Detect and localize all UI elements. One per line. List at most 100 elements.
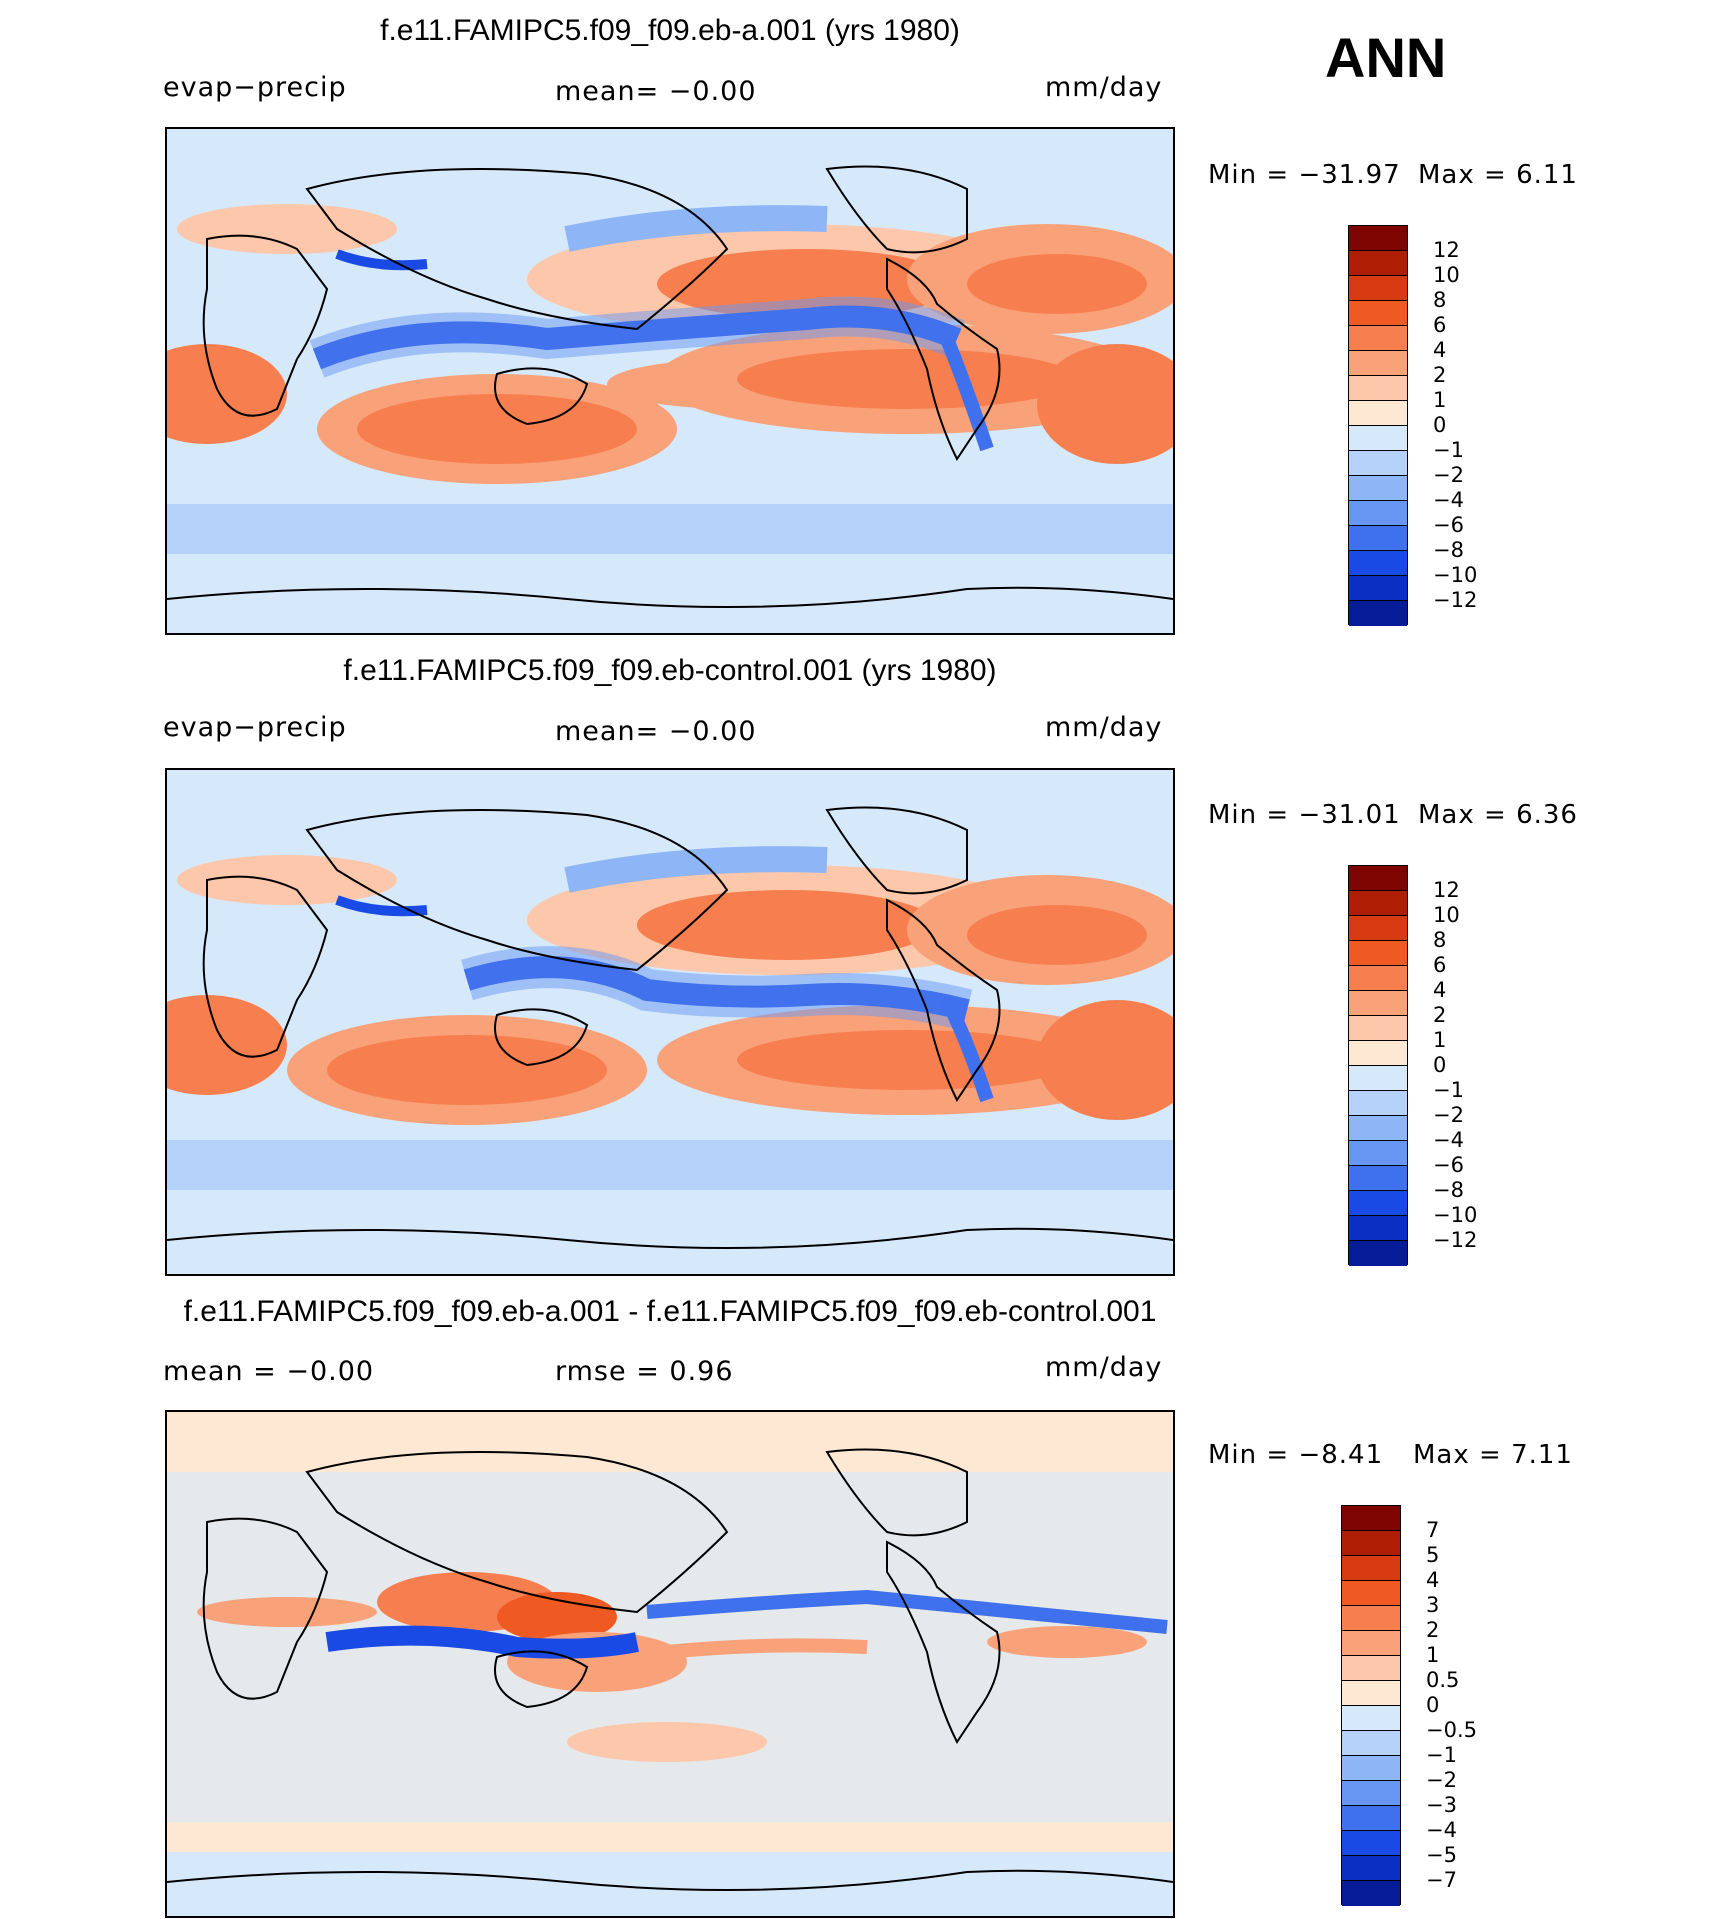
colorbar-swatch	[1349, 376, 1407, 401]
colorbar-tick-label: 2	[1433, 1003, 1447, 1027]
colorbar-tick-label: 4	[1433, 978, 1447, 1002]
panel-2-title: f.e11.FAMIPC5.f09_f09.eb-control.001 (yr…	[343, 654, 997, 687]
panel-1-title: f.e11.FAMIPC5.f09_f09.eb-a.001 (yrs 1980…	[380, 14, 960, 47]
colorbar-tick-label: 2	[1426, 1618, 1440, 1642]
colorbar-tick-label: 0	[1426, 1693, 1440, 1717]
colorbar-tick-label: −12	[1433, 1228, 1478, 1252]
panel-3-mean-label: mean = −0.00	[163, 1356, 375, 1387]
colorbar-tick-label: 0.5	[1426, 1668, 1460, 1692]
colorbar-tick-label: 5	[1426, 1543, 1440, 1567]
colorbar-tick-label: 12	[1433, 238, 1460, 262]
colorbar-swatch	[1342, 1681, 1400, 1706]
panel-1-max-label: Max = 6.11	[1418, 160, 1578, 190]
colorbar-tick-label: −2	[1433, 1103, 1464, 1127]
colorbar-swatch	[1349, 1091, 1407, 1116]
panel-1-mean-label: mean= −0.00	[555, 76, 757, 107]
colorbar-tick-label: 1	[1426, 1643, 1440, 1667]
colorbar-tick-label: 1	[1433, 388, 1447, 412]
panel-2-min-label: Min = −31.01	[1208, 800, 1401, 830]
colorbar-swatch	[1349, 476, 1407, 501]
panel-2-max-label: Max = 6.36	[1418, 800, 1578, 830]
colorbar-tick-label: −4	[1426, 1818, 1457, 1842]
colorbar-swatch	[1349, 916, 1407, 941]
colorbar-tick-label: 3	[1426, 1593, 1440, 1617]
panel-1-colorbar	[1348, 225, 1408, 626]
panel-1-map-plot	[167, 129, 1173, 633]
colorbar-swatch	[1349, 866, 1407, 891]
colorbar-tick-label: 12	[1433, 878, 1460, 902]
colorbar-swatch	[1349, 1141, 1407, 1166]
colorbar-tick-label: −6	[1433, 513, 1464, 537]
colorbar-swatch	[1349, 1191, 1407, 1216]
panel-2-variable-label: evap−precip	[163, 712, 347, 743]
colorbar-tick-label: −2	[1426, 1768, 1457, 1792]
colorbar-tick-label: 1	[1433, 1028, 1447, 1052]
panel-3-units-label: mm/day	[1045, 1352, 1163, 1383]
colorbar-swatch	[1342, 1881, 1400, 1906]
colorbar-swatch	[1349, 526, 1407, 551]
colorbar-swatch	[1349, 891, 1407, 916]
panel-1-units-label: mm/day	[1045, 72, 1163, 103]
colorbar-swatch	[1342, 1781, 1400, 1806]
colorbar-swatch	[1342, 1581, 1400, 1606]
colorbar-swatch	[1342, 1606, 1400, 1631]
colorbar-swatch	[1349, 401, 1407, 426]
panel-1-min-label: Min = −31.97	[1208, 160, 1401, 190]
panel-2-units-label: mm/day	[1045, 712, 1163, 743]
colorbar-tick-label: −4	[1433, 1128, 1464, 1152]
panel-3-title: f.e11.FAMIPC5.f09_f09.eb-a.001 - f.e11.F…	[183, 1295, 1157, 1328]
colorbar-tick-label: −10	[1433, 563, 1478, 587]
colorbar-tick-label: 4	[1426, 1568, 1440, 1592]
colorbar-tick-label: −0.5	[1426, 1718, 1477, 1742]
colorbar-swatch	[1342, 1831, 1400, 1856]
colorbar-swatch	[1349, 451, 1407, 476]
panel-2-colorbar	[1348, 865, 1408, 1266]
colorbar-swatch	[1349, 1116, 1407, 1141]
colorbar-swatch	[1349, 426, 1407, 451]
colorbar-swatch	[1349, 226, 1407, 251]
colorbar-tick-label: 4	[1433, 338, 1447, 362]
colorbar-swatch	[1349, 1066, 1407, 1091]
colorbar-swatch	[1349, 576, 1407, 601]
season-label: ANN	[1325, 26, 1447, 89]
colorbar-swatch	[1349, 1016, 1407, 1041]
colorbar-swatch	[1349, 251, 1407, 276]
colorbar-swatch	[1342, 1731, 1400, 1756]
colorbar-tick-label: 8	[1433, 288, 1447, 312]
colorbar-swatch	[1342, 1506, 1400, 1531]
colorbar-swatch	[1342, 1656, 1400, 1681]
colorbar-tick-label: 10	[1433, 903, 1460, 927]
panel-3-map	[165, 1410, 1175, 1918]
colorbar-swatch	[1349, 501, 1407, 526]
colorbar-swatch	[1349, 351, 1407, 376]
colorbar-swatch	[1349, 966, 1407, 991]
panel-2-map	[165, 768, 1175, 1276]
colorbar-tick-label: 6	[1433, 313, 1447, 337]
panel-3-min-label: Min = −8.41	[1208, 1440, 1384, 1470]
colorbar-tick-label: −8	[1433, 1178, 1464, 1202]
colorbar-tick-label: 6	[1433, 953, 1447, 977]
colorbar-swatch	[1342, 1706, 1400, 1731]
colorbar-swatch	[1349, 991, 1407, 1016]
colorbar-swatch	[1342, 1531, 1400, 1556]
colorbar-swatch	[1349, 601, 1407, 626]
panel-3-map-plot	[167, 1412, 1173, 1916]
colorbar-swatch	[1349, 941, 1407, 966]
panel-2-map-plot	[167, 770, 1173, 1274]
colorbar-tick-label: −4	[1433, 488, 1464, 512]
colorbar-tick-label: −3	[1426, 1793, 1457, 1817]
colorbar-tick-label: −2	[1433, 463, 1464, 487]
colorbar-tick-label: −5	[1426, 1843, 1457, 1867]
colorbar-swatch	[1342, 1756, 1400, 1781]
colorbar-tick-label: −6	[1433, 1153, 1464, 1177]
colorbar-swatch	[1349, 1216, 1407, 1241]
panel-2-mean-label: mean= −0.00	[555, 716, 757, 747]
colorbar-swatch	[1349, 551, 1407, 576]
colorbar-tick-label: −1	[1426, 1743, 1457, 1767]
colorbar-tick-label: 2	[1433, 363, 1447, 387]
colorbar-tick-label: 8	[1433, 928, 1447, 952]
colorbar-tick-label: 10	[1433, 263, 1460, 287]
colorbar-swatch	[1342, 1631, 1400, 1656]
colorbar-swatch	[1342, 1556, 1400, 1581]
colorbar-swatch	[1342, 1806, 1400, 1831]
